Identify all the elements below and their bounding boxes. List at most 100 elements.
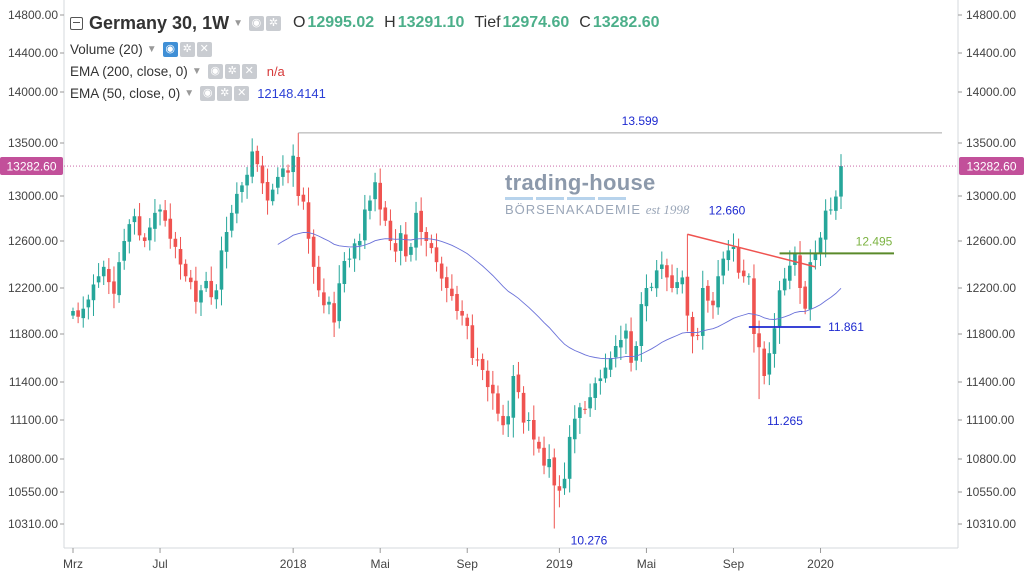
candle-body bbox=[204, 280, 208, 289]
candle-body bbox=[685, 276, 690, 316]
watermark-line2-text: BÖRSENAKADEMIE bbox=[505, 202, 642, 217]
candle-body bbox=[526, 420, 531, 421]
candle-body bbox=[209, 280, 214, 298]
candle-body bbox=[788, 265, 792, 281]
candle-body bbox=[511, 376, 516, 418]
candle-body bbox=[752, 278, 756, 334]
indicator-volume[interactable]: Volume (20) ▼ ◉ ✲ ✕ bbox=[70, 38, 660, 60]
chevron-down-icon[interactable]: ▼ bbox=[191, 65, 202, 77]
candle-body bbox=[506, 416, 510, 425]
candle-body bbox=[485, 370, 490, 388]
last-price-label-left: 13282.60 bbox=[6, 160, 56, 174]
x-tick-label: Mai bbox=[637, 557, 656, 571]
annotation-10276: 10.276 bbox=[571, 534, 608, 548]
candle-body bbox=[649, 286, 654, 288]
y-tick-label-left: 11400.00 bbox=[9, 375, 58, 389]
indicator-volume-label: Volume (20) bbox=[70, 41, 143, 57]
candle-body bbox=[101, 266, 106, 277]
candle-body bbox=[552, 457, 557, 486]
candle-body bbox=[572, 418, 577, 440]
eye-icon[interactable]: ◉ bbox=[162, 41, 178, 57]
x-tick-label: Mrz bbox=[63, 557, 83, 571]
candle-body bbox=[455, 293, 459, 311]
candle-body bbox=[736, 247, 741, 273]
candle-body bbox=[265, 182, 270, 201]
candle-body bbox=[388, 220, 393, 241]
candle-body bbox=[199, 290, 203, 303]
candle-body bbox=[107, 268, 111, 283]
ohlc-close-value: 13282.60 bbox=[592, 14, 660, 31]
candle-body bbox=[373, 182, 377, 200]
candle-body bbox=[383, 207, 388, 221]
candle-body bbox=[327, 301, 331, 305]
eye-icon[interactable]: ◉ bbox=[200, 85, 216, 101]
candle-body bbox=[322, 292, 326, 306]
candle-body bbox=[378, 182, 382, 210]
candle-body bbox=[173, 238, 178, 247]
candle-body bbox=[521, 392, 526, 423]
candle-body bbox=[798, 255, 802, 288]
candle-body bbox=[270, 189, 275, 202]
y-tick-label-right: 12200.00 bbox=[966, 281, 1016, 295]
candle-body bbox=[818, 237, 823, 253]
indicator-ema50-label: EMA (50, close, 0) bbox=[70, 85, 181, 101]
candle-body bbox=[127, 224, 132, 242]
ohlc-low-value: 12974.60 bbox=[502, 14, 570, 31]
candle-body bbox=[132, 216, 137, 223]
gear-icon[interactable]: ✲ bbox=[265, 15, 281, 31]
candle-body bbox=[214, 290, 219, 300]
candle-body bbox=[158, 209, 162, 212]
candle-body bbox=[301, 194, 306, 202]
candle-body bbox=[823, 210, 828, 240]
gear-icon[interactable]: ✲ bbox=[217, 85, 233, 101]
candle-body bbox=[711, 300, 715, 306]
eye-icon[interactable]: ◉ bbox=[248, 15, 264, 31]
candle-body bbox=[86, 299, 91, 308]
eye-icon[interactable]: ◉ bbox=[207, 63, 223, 79]
candle-body bbox=[363, 209, 367, 241]
chevron-down-icon[interactable]: ▼ bbox=[184, 87, 195, 99]
candle-body bbox=[347, 258, 352, 260]
y-tick-label-left: 12600.00 bbox=[8, 234, 58, 248]
candle-body bbox=[219, 250, 224, 290]
candle-body bbox=[619, 340, 623, 348]
close-icon[interactable]: ✕ bbox=[234, 85, 250, 101]
close-icon[interactable]: ✕ bbox=[196, 41, 212, 57]
candle-body bbox=[542, 447, 546, 466]
indicator-ema200[interactable]: EMA (200, close, 0) ▼ ◉ ✲ ✕ n/a bbox=[70, 60, 660, 82]
x-tick-label: Sep bbox=[457, 557, 479, 571]
ohlc-open-value: 12995.02 bbox=[307, 14, 375, 31]
candle-body bbox=[537, 441, 541, 449]
candle-body bbox=[557, 486, 562, 491]
candle-body bbox=[695, 334, 700, 336]
candle-body bbox=[603, 367, 608, 379]
chevron-down-icon[interactable]: ▼ bbox=[146, 43, 157, 55]
candle-body bbox=[306, 202, 311, 239]
candle-body bbox=[71, 311, 75, 316]
candle-body bbox=[183, 263, 188, 277]
candle-body bbox=[793, 253, 797, 265]
candle-body bbox=[747, 276, 751, 278]
gear-icon[interactable]: ✲ bbox=[224, 63, 240, 79]
gear-icon[interactable]: ✲ bbox=[179, 41, 195, 57]
close-icon[interactable]: ✕ bbox=[241, 63, 257, 79]
candle-body bbox=[660, 264, 664, 269]
candle-body bbox=[767, 353, 772, 375]
candle-body bbox=[188, 277, 193, 283]
candle-body bbox=[803, 286, 807, 309]
chevron-down-icon[interactable]: ▼ bbox=[233, 17, 243, 29]
x-tick-label: 2018 bbox=[280, 557, 307, 571]
y-tick-label-left: 13500.00 bbox=[8, 136, 58, 150]
x-tick-label: 2020 bbox=[807, 557, 834, 571]
candle-body bbox=[429, 243, 434, 249]
candle-body bbox=[706, 285, 710, 301]
collapse-icon[interactable] bbox=[70, 16, 83, 30]
candle-body bbox=[757, 333, 761, 348]
candle-body bbox=[762, 348, 766, 376]
candle-body bbox=[578, 407, 582, 418]
candle-body bbox=[465, 317, 470, 326]
indicator-ema50[interactable]: EMA (50, close, 0) ▼ ◉ ✲ ✕ 12148.4141 bbox=[70, 82, 660, 104]
watermark-line2: BÖRSENAKADEMIE est 1998 bbox=[505, 202, 689, 218]
candle-body bbox=[777, 290, 782, 327]
